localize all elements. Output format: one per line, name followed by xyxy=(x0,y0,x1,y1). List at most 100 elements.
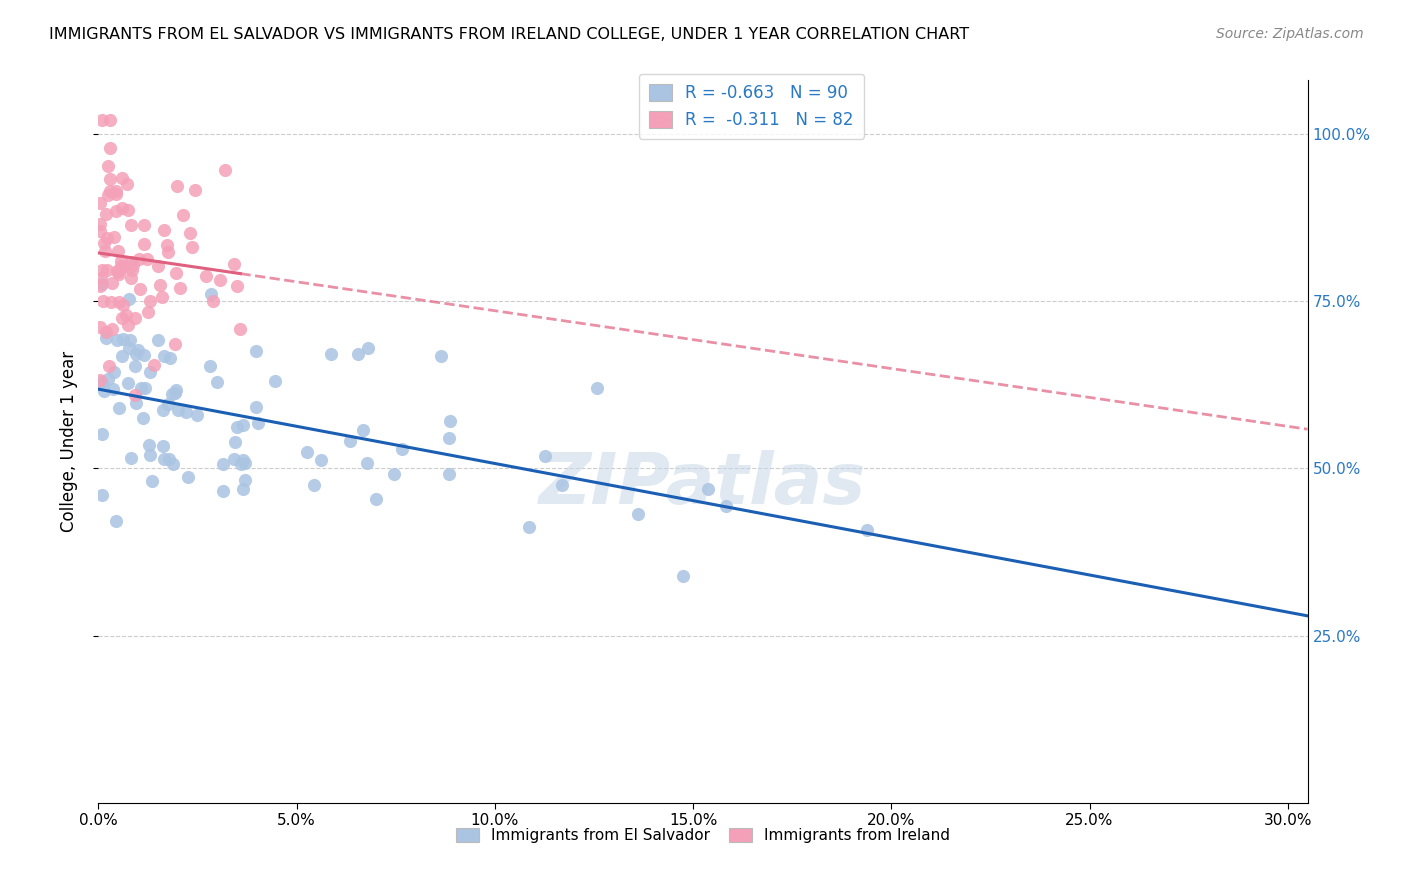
Point xyxy=(302,477,325,491)
Point xyxy=(153,452,176,467)
Point xyxy=(139,293,162,308)
Point xyxy=(115,178,138,192)
Point xyxy=(157,244,180,259)
Point xyxy=(356,456,378,470)
Point xyxy=(139,448,162,462)
Point xyxy=(201,293,224,308)
Point xyxy=(104,184,127,198)
Point xyxy=(105,263,128,277)
Point xyxy=(105,186,128,201)
Point xyxy=(128,252,150,266)
Point xyxy=(382,467,405,481)
Point xyxy=(672,568,695,582)
Point xyxy=(100,295,122,310)
Point xyxy=(163,385,186,400)
Point xyxy=(120,254,142,268)
Point xyxy=(110,171,132,186)
Point xyxy=(167,403,190,417)
Point xyxy=(117,202,139,217)
Point xyxy=(98,184,121,198)
Point xyxy=(152,290,174,304)
Point xyxy=(120,451,142,466)
Point xyxy=(391,442,413,457)
Point xyxy=(152,402,174,417)
Point xyxy=(131,381,153,395)
Point xyxy=(626,507,648,521)
Y-axis label: College, Under 1 year: College, Under 1 year xyxy=(59,351,77,533)
Point xyxy=(186,409,208,423)
Point xyxy=(157,451,180,466)
Point xyxy=(112,298,135,312)
Point xyxy=(89,217,111,231)
Point xyxy=(91,113,114,128)
Point xyxy=(225,420,247,434)
Point xyxy=(117,318,139,332)
Point xyxy=(108,401,131,416)
Point xyxy=(107,267,129,281)
Point xyxy=(141,474,163,488)
Point xyxy=(136,252,159,267)
Point xyxy=(101,382,124,396)
Point xyxy=(91,488,114,502)
Point xyxy=(233,473,256,487)
Point xyxy=(439,414,461,428)
Point xyxy=(105,333,128,347)
Point xyxy=(89,196,111,211)
Point xyxy=(142,358,165,372)
Point xyxy=(124,359,146,373)
Point xyxy=(89,224,111,238)
Text: Source: ZipAtlas.com: Source: ZipAtlas.com xyxy=(1216,27,1364,41)
Point xyxy=(174,405,197,419)
Point xyxy=(132,218,155,232)
Point xyxy=(136,305,159,319)
Point xyxy=(156,397,179,411)
Point xyxy=(138,438,160,452)
Point xyxy=(357,341,380,355)
Point xyxy=(533,450,555,464)
Point xyxy=(96,231,118,245)
Point xyxy=(118,341,141,355)
Point xyxy=(90,271,112,285)
Point xyxy=(200,287,222,301)
Point xyxy=(224,451,246,466)
Point xyxy=(97,372,120,386)
Point xyxy=(125,396,148,410)
Point xyxy=(153,223,176,237)
Point xyxy=(91,277,114,291)
Point xyxy=(134,381,156,395)
Point xyxy=(139,365,162,379)
Point xyxy=(93,235,115,250)
Point xyxy=(91,427,114,442)
Point xyxy=(122,258,145,272)
Point xyxy=(169,281,191,295)
Point xyxy=(104,203,127,218)
Point xyxy=(124,347,146,361)
Point xyxy=(198,359,221,374)
Point xyxy=(98,141,121,155)
Point xyxy=(97,159,120,173)
Point xyxy=(319,346,342,360)
Point xyxy=(103,365,125,379)
Point xyxy=(551,477,574,491)
Point xyxy=(107,244,129,258)
Point xyxy=(153,350,176,364)
Point xyxy=(232,417,254,432)
Point xyxy=(89,372,111,386)
Point xyxy=(211,483,233,498)
Point xyxy=(159,351,181,366)
Point xyxy=(225,278,247,293)
Point xyxy=(246,416,269,430)
Point xyxy=(94,326,117,340)
Point xyxy=(716,500,738,514)
Point xyxy=(120,218,142,232)
Point xyxy=(108,295,131,310)
Point xyxy=(364,491,387,506)
Point xyxy=(112,260,135,275)
Point xyxy=(120,271,142,285)
Point xyxy=(97,188,120,202)
Point xyxy=(162,386,184,401)
Point xyxy=(98,113,121,128)
Point xyxy=(134,237,156,252)
Text: ZIPatlas: ZIPatlas xyxy=(540,450,866,519)
Point xyxy=(111,349,134,363)
